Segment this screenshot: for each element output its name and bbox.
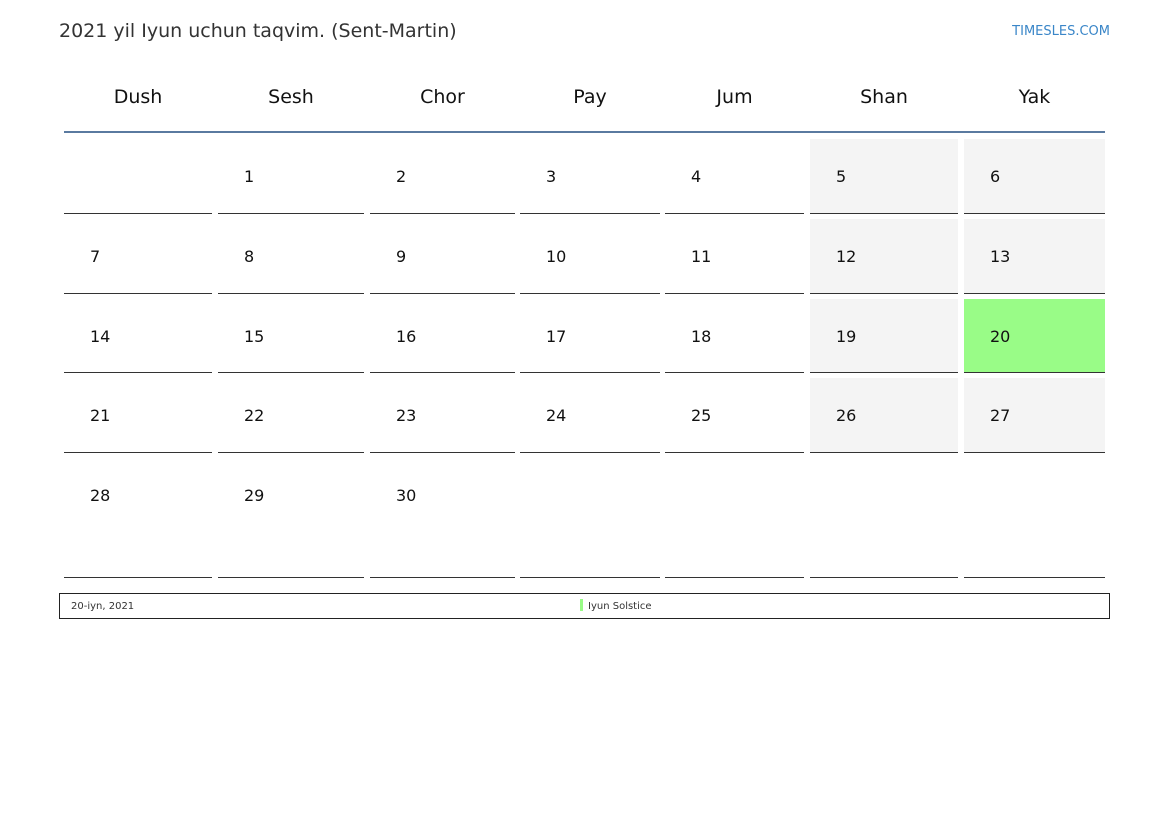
day-number: 5: [836, 167, 847, 186]
day-cell: 1: [218, 139, 364, 214]
day-cell: [64, 139, 212, 214]
day-cell: 18: [665, 299, 804, 373]
holiday-date: 20-iyn, 2021: [71, 601, 135, 612]
day-cell: 16: [370, 299, 515, 373]
weekday-header: Chor: [420, 86, 465, 108]
day-cell: 2: [370, 139, 515, 214]
weekday-header: Dush: [113, 86, 163, 108]
weekday-header: Pay: [573, 86, 607, 108]
day-cell: 5: [810, 139, 958, 214]
day-number: 7: [90, 247, 101, 266]
day-number: 14: [90, 327, 111, 346]
day-cell: 13: [964, 219, 1105, 294]
day-cell: 10: [520, 219, 660, 294]
day-cell: 20: [964, 299, 1105, 373]
day-cell: 8: [218, 219, 364, 294]
day-number: 4: [691, 167, 702, 186]
day-number: 15: [244, 327, 265, 346]
day-cell: 9: [370, 219, 515, 294]
day-cell: 14: [64, 299, 212, 373]
day-number: 8: [244, 247, 255, 266]
day-number: 22: [244, 406, 265, 425]
day-cell: 26: [810, 378, 958, 453]
weekday-header: Shan: [860, 86, 908, 108]
day-number: 6: [990, 167, 1001, 186]
day-cell: 28: [64, 458, 212, 578]
day-number: 20: [990, 327, 1011, 346]
day-number: 16: [396, 327, 417, 346]
day-number: 24: [546, 406, 567, 425]
holiday-name: Iyun Solstice: [588, 601, 652, 612]
day-cell: [810, 458, 958, 578]
day-cell: 15: [218, 299, 364, 373]
day-cell: [520, 458, 660, 578]
day-cell: 7: [64, 219, 212, 294]
day-cell: 25: [665, 378, 804, 453]
day-cell: 29: [218, 458, 364, 578]
day-cell: 6: [964, 139, 1105, 214]
weekday-header: Yak: [1018, 86, 1051, 108]
day-number: 26: [836, 406, 857, 425]
day-number: 1: [244, 167, 255, 186]
day-number: 19: [836, 327, 857, 346]
day-cell: 24: [520, 378, 660, 453]
day-number: 28: [90, 486, 111, 505]
day-number: 2: [396, 167, 407, 186]
day-cell: [665, 458, 804, 578]
day-cell: 27: [964, 378, 1105, 453]
day-cell: 17: [520, 299, 660, 373]
day-number: 12: [836, 247, 857, 266]
day-cell: 11: [665, 219, 804, 294]
day-number: 17: [546, 327, 567, 346]
day-number: 10: [546, 247, 567, 266]
header-divider: [64, 131, 1105, 133]
day-number: 3: [546, 167, 557, 186]
day-number: 13: [990, 247, 1011, 266]
holiday-legend: 20-iyn, 2021 Iyun Solstice: [59, 593, 1110, 619]
weekday-header: Sesh: [268, 86, 314, 108]
weekday-header: Jum: [716, 86, 753, 108]
day-cell: 12: [810, 219, 958, 294]
day-cell: 19: [810, 299, 958, 373]
brand-link[interactable]: TIMESLES.COM: [1012, 24, 1110, 39]
day-cell: [964, 458, 1105, 578]
day-number: 25: [691, 406, 712, 425]
day-number: 23: [396, 406, 417, 425]
day-number: 29: [244, 486, 265, 505]
day-number: 27: [990, 406, 1011, 425]
day-cell: 4: [665, 139, 804, 214]
day-cell: 3: [520, 139, 660, 214]
day-cell: 21: [64, 378, 212, 453]
day-number: 30: [396, 486, 417, 505]
holiday-color-marker: [580, 599, 583, 611]
day-cell: 22: [218, 378, 364, 453]
day-cell: 30: [370, 458, 515, 578]
day-number: 18: [691, 327, 712, 346]
page-title: 2021 yil Iyun uchun taqvim. (Sent-Martin…: [59, 20, 457, 42]
day-number: 21: [90, 406, 111, 425]
day-number: 11: [691, 247, 712, 266]
day-number: 9: [396, 247, 407, 266]
day-cell: 23: [370, 378, 515, 453]
